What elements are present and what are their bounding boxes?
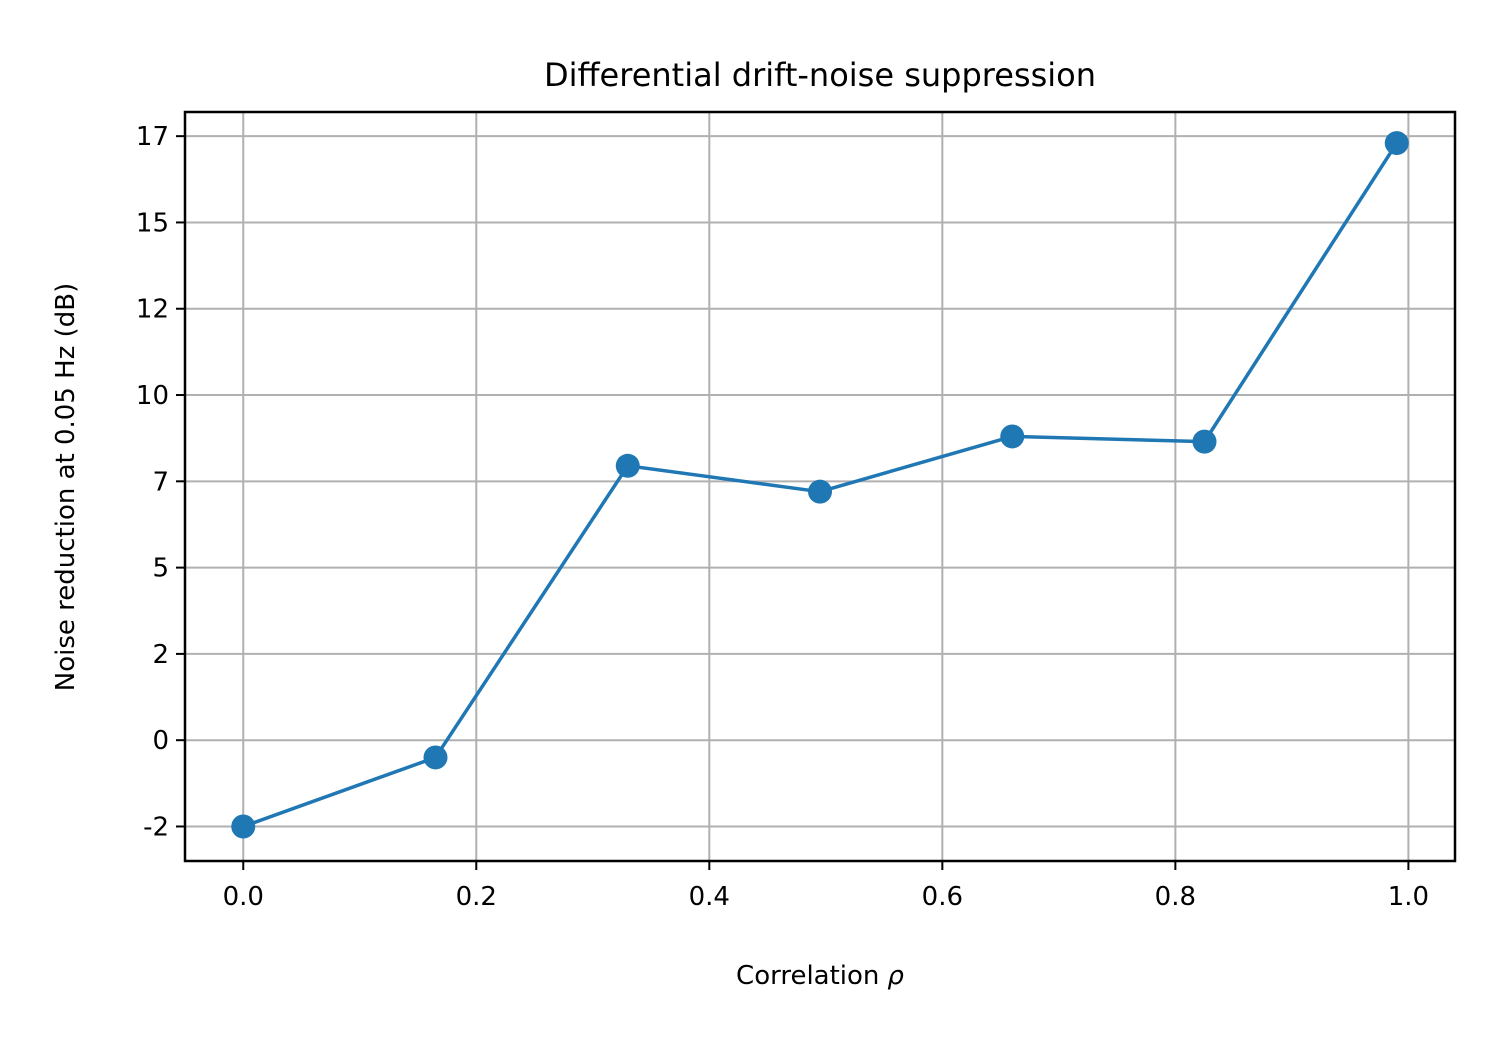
x-tick-label: 0.8	[1155, 882, 1196, 912]
y-tick-label: 2	[152, 640, 169, 670]
x-tick-label: 0.0	[223, 882, 264, 912]
y-tick-label: 17	[136, 122, 169, 152]
y-axis-label: Noise reduction at 0.05 Hz (dB)	[51, 283, 81, 691]
plot-frame	[183, 110, 1457, 863]
data-point	[1192, 429, 1217, 454]
x-axis-label-symbol: ρ	[887, 961, 904, 991]
data-point	[1384, 131, 1409, 156]
x-tick-label: 1.0	[1388, 882, 1429, 912]
y-tick-label: -2	[143, 812, 169, 842]
x-tick-label: 0.6	[922, 882, 963, 912]
x-axis-label-text: Correlation	[736, 961, 879, 991]
x-tick-label: 0.4	[689, 882, 730, 912]
data-point	[231, 814, 256, 839]
y-tick-label: 7	[152, 467, 169, 497]
series-group	[231, 131, 1409, 839]
y-tick-label: 12	[136, 295, 169, 325]
x-axis-label: Correlation ρ	[736, 961, 904, 991]
y-tick-label: 5	[152, 554, 169, 584]
y-tick-label: 0	[152, 726, 169, 756]
chart-title: Differential drift-noise suppression	[544, 56, 1096, 94]
y-tick-label: 15	[136, 208, 169, 238]
grid	[185, 112, 1455, 861]
data-point	[423, 745, 448, 770]
data-point	[808, 479, 832, 504]
x-tick-label: 0.2	[456, 882, 497, 912]
axis-ticks: 0.0 0.2 0.4 0.6 0.8 1.0 -2 0 2 5 7 10 12 15 17	[136, 122, 1429, 912]
y-tick-label: 10	[136, 381, 169, 411]
data-point	[615, 453, 640, 478]
data-point	[1000, 424, 1025, 449]
